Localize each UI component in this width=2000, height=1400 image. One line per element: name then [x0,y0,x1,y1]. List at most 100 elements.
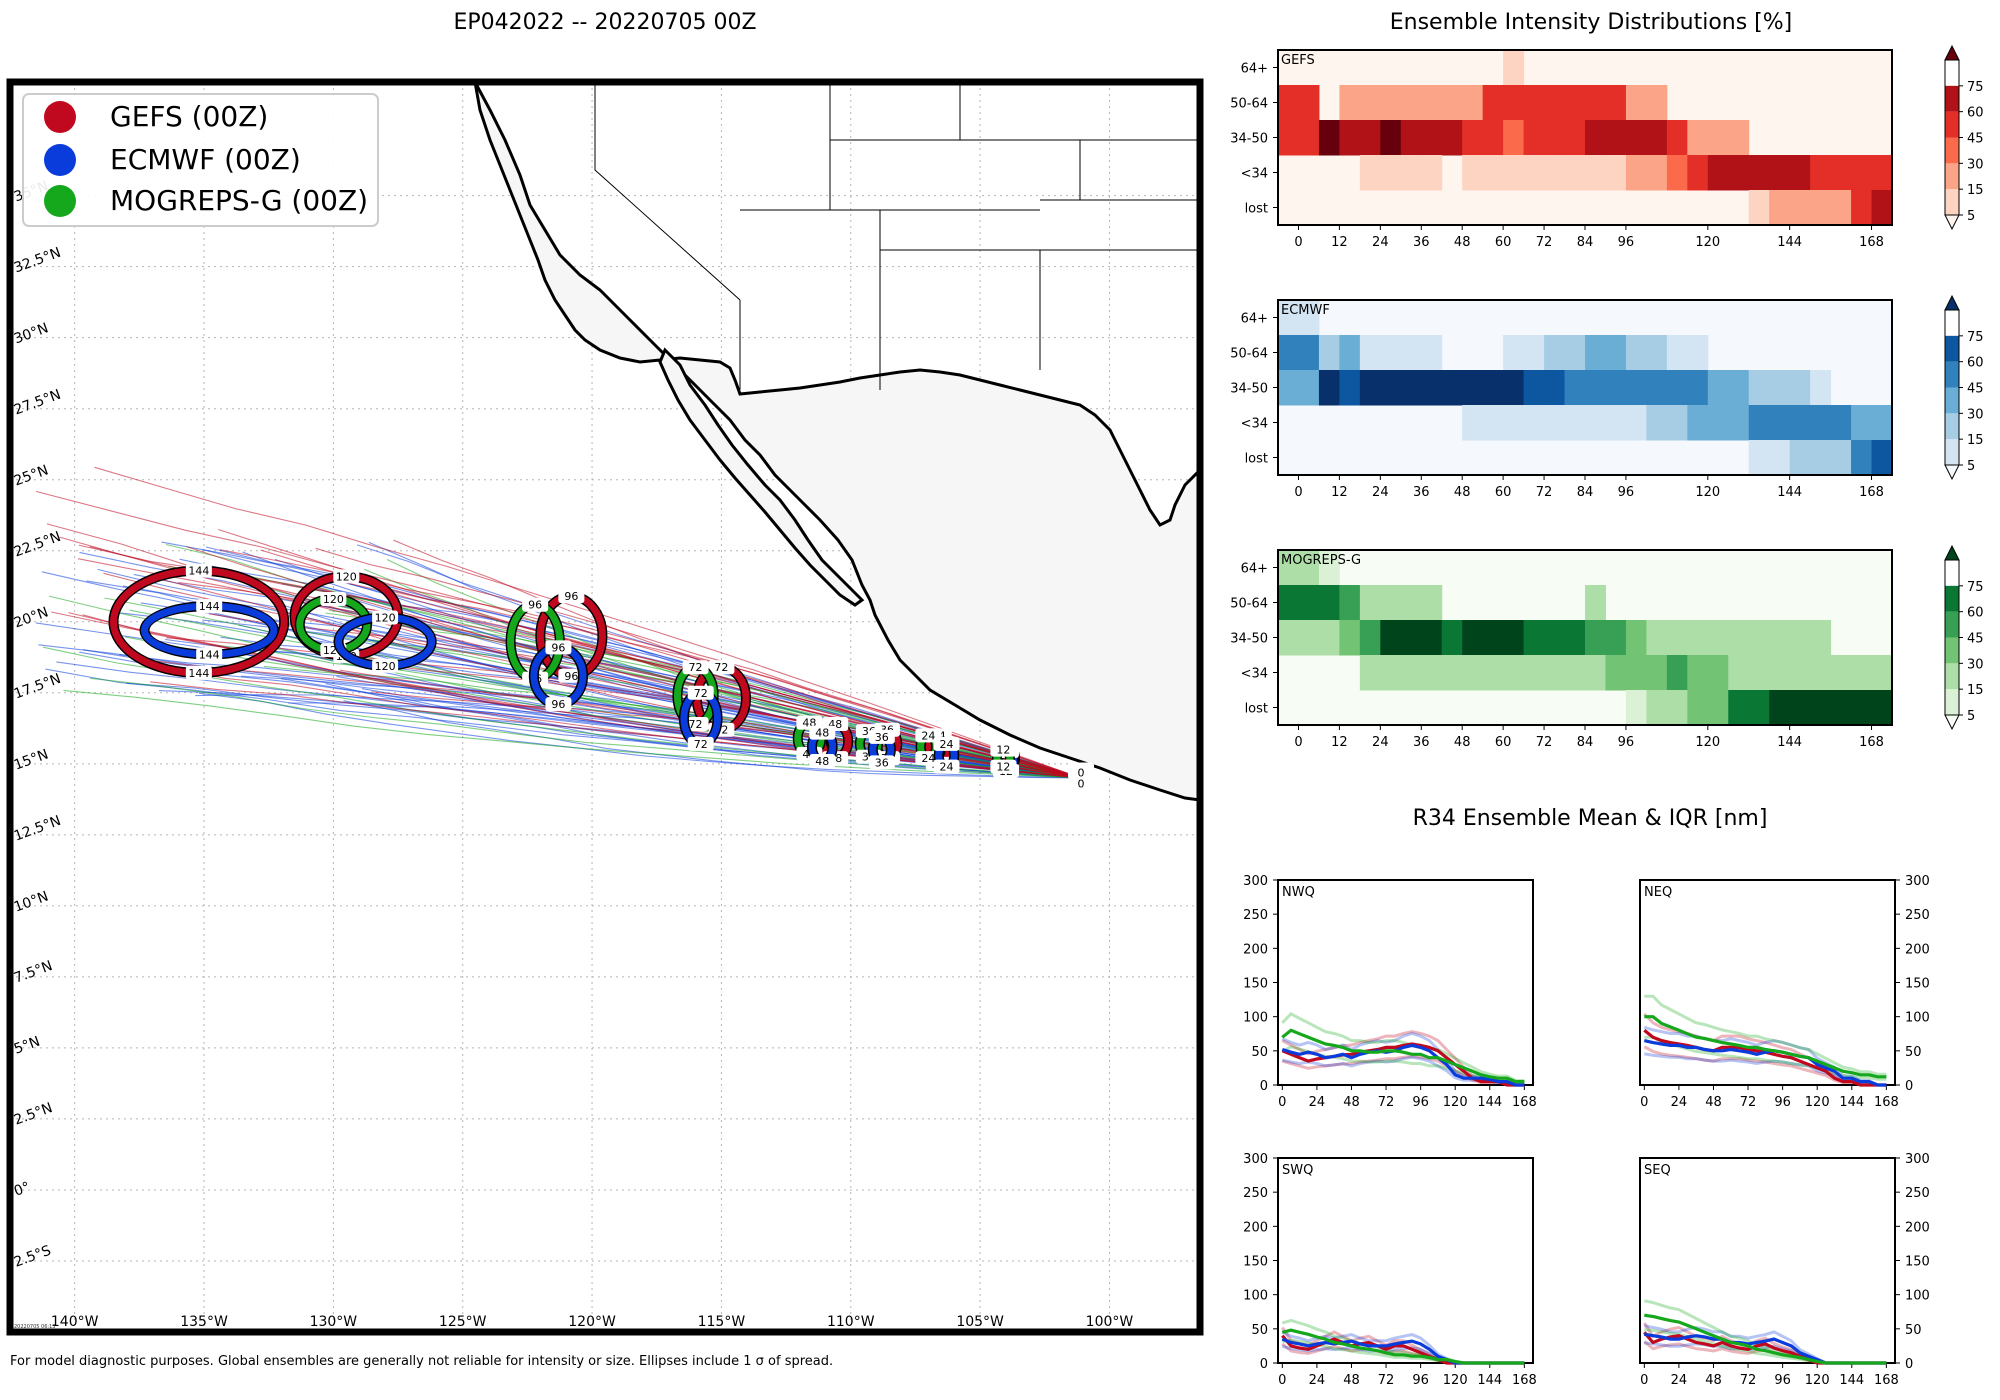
x-tick-label: 24 [1309,1373,1326,1388]
lon-tick-label: 100°W [1086,1314,1134,1330]
heatmap-cell [1339,120,1361,156]
x-tick-label: 120 [1695,735,1720,750]
longitude-labels: 140°W 135°W 130°W 125°W 120°W 115°W 110°W 105°W… [51,1314,1134,1330]
y-tick-label: 200 [1243,1220,1268,1235]
heatmap-cell [1380,335,1402,371]
heatmap-cell [1769,655,1791,691]
heatmap-cell [1523,85,1545,121]
hour-label: 144 [188,667,209,680]
r34-frame [1277,879,1534,1086]
hour-label-bg [196,599,223,614]
x-tick-label: 60 [1495,485,1512,500]
x-tick-label: 0 [1640,1095,1648,1110]
x-tick-label: 144 [1839,1095,1864,1110]
legend-label-gefs: GEFS (00Z) [110,100,268,133]
y-tick-label: 64+ [1241,312,1268,327]
heatmap-cell [1851,405,1873,441]
heatmap-cell [1503,405,1525,441]
heatmap-cell [1400,620,1422,656]
heatmap-cell [1748,190,1770,226]
heatmap-cell [1359,370,1381,406]
x-tick-label: 144 [1777,235,1802,250]
ellipse-gefs-96: 96 96 [535,589,608,683]
x-tick-label: 24 [1671,1373,1688,1388]
heatmap-cell [1707,405,1729,441]
heatmap-cell [1380,370,1402,406]
heatmap-cell [1646,120,1668,156]
legend-label-ecmwf: ECMWF (00Z) [110,143,301,176]
x-tick-label: 168 [1874,1095,1899,1110]
heatmap-cell [1871,190,1893,226]
hour-label: 24 [921,752,935,765]
heatmap-cell [1462,155,1484,191]
heatmap-cell [1564,120,1586,156]
y-tick-label: <34 [1241,167,1268,182]
timestamp-stamp: 20220705 06:13 [14,1324,55,1330]
x-tick-label: 72 [1378,1373,1395,1388]
heatmap-cell [1462,370,1484,406]
y-tick-label: 300 [1243,1152,1268,1167]
x-tick-label: 120 [1805,1095,1830,1110]
r34-label: SEQ [1644,1163,1671,1178]
intensity-title: Ensemble Intensity Distributions [%] [1390,10,1793,35]
heatmap-cell [1666,155,1688,191]
heatmap-cell [1441,620,1463,656]
heatmap-cell [1625,85,1647,121]
heatmap-cell [1687,155,1709,191]
x-tick-label: 48 [1705,1095,1722,1110]
heatmap-cell [1851,190,1873,226]
hour-label: 96 [551,698,565,711]
heatmap-cell [1421,620,1443,656]
heatmap-cell [1625,370,1647,406]
r34-mean-line-mogreps-g [1644,1015,1887,1079]
r34-label: NEQ [1644,885,1672,900]
heatmap-cell [1544,370,1566,406]
heatmap-cell [1728,370,1750,406]
ellipse-ecmwf-24: 24 24 [933,736,960,774]
heatmap-cell [1789,155,1811,191]
colorbar-segment [1945,163,1959,190]
x-tick-label: 72 [1740,1373,1757,1388]
heatmap-cell [1707,155,1729,191]
x-tick-label: 0 [1640,1373,1648,1388]
heatmap-cell [1482,405,1504,441]
heatmap-panel-gefs: GEFS 64+ 50-64 34-50 <34 lost 0 12 24 36 48 60 72 84 9… [1230,44,1984,250]
ellipse-ecmwf-48: 48 48 [806,725,838,768]
heatmap-cell [1380,655,1402,691]
y-tick-label: 100 [1243,1011,1268,1026]
heatmap-cell [1851,155,1873,191]
hour-label: 96 [564,670,578,683]
x-tick-label: 72 [1536,235,1553,250]
heatmap-cell [1687,370,1709,406]
x-tick-label: 168 [1859,735,1884,750]
colorbar-min-arrow [1944,214,1960,231]
heatmap-cell [1666,620,1688,656]
colorbar-segment [1945,585,1959,612]
heatmap-cell [1421,585,1443,621]
heatmap-cell [1503,655,1525,691]
colorbar-segment [1945,189,1959,215]
heatmap-cell [1523,155,1545,191]
heatmap-cell [1523,370,1545,406]
colorbar-tick-label: 30 [1967,657,1984,672]
heatmap-cell [1400,155,1422,191]
x-tick-label: 0 [1278,1373,1286,1388]
x-tick-label: 24 [1372,235,1389,250]
heatmap-cell [1769,370,1791,406]
heatmap-cell [1646,335,1668,371]
heatmap-cell [1605,335,1627,371]
heatmap-cell [1400,655,1422,691]
x-tick-label: 48 [1454,235,1471,250]
hour-label: 96 [551,641,565,654]
legend-marker-gefs [44,101,76,133]
x-tick-label: 144 [1477,1095,1502,1110]
heatmap-cell [1707,690,1729,726]
heatmap-cell [1687,620,1709,656]
hour-label: 12 [996,761,1010,774]
heatmap-cell [1278,120,1320,156]
colorbar-tick-label: 45 [1967,132,1984,147]
heatmap-cell [1544,620,1566,656]
heatmap-cell [1605,655,1627,691]
heatmap-cell [1728,655,1750,691]
lat-tick-label: 0° [12,1179,32,1199]
